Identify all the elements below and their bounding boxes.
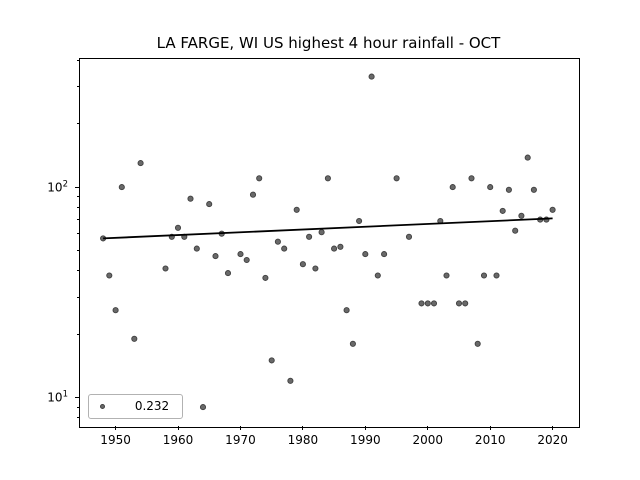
data-point	[106, 272, 113, 279]
data-point	[312, 265, 319, 272]
x-tick-label: 1960	[162, 433, 194, 447]
chart-title: LA FARGE, WI US highest 4 hour rainfall …	[156, 34, 501, 52]
trend-line	[103, 217, 553, 240]
y-minor-tick-mark	[77, 333, 79, 335]
x-tick-label: 1990	[350, 433, 381, 447]
legend: 0.232	[88, 394, 183, 419]
data-point	[112, 307, 119, 314]
data-point	[443, 272, 450, 279]
x-tick-label: 1980	[287, 433, 319, 447]
data-point	[455, 300, 463, 307]
scatter-plot	[100, 73, 556, 411]
y-minor-tick-mark	[77, 86, 79, 88]
data-point	[530, 186, 537, 193]
data-point	[487, 184, 494, 191]
x-tick-label: 2010	[474, 433, 506, 447]
data-point	[468, 175, 475, 182]
y-minor-tick-mark	[77, 206, 79, 208]
data-point	[287, 377, 294, 384]
data-point	[405, 233, 413, 240]
data-point	[393, 175, 400, 182]
y-minor-tick-mark	[77, 219, 79, 221]
data-point	[281, 245, 288, 252]
data-point	[162, 265, 169, 272]
legend-label: 0.232	[134, 399, 170, 413]
data-point	[374, 272, 381, 279]
data-point	[462, 300, 469, 307]
data-point	[362, 251, 369, 258]
data-point	[262, 274, 269, 281]
data-point	[293, 206, 300, 213]
data-point	[174, 224, 182, 231]
data-point	[524, 154, 531, 161]
y-minor-tick-mark	[77, 249, 79, 251]
data-point	[499, 207, 506, 214]
data-point	[206, 201, 213, 208]
x-tick-mark	[177, 426, 179, 430]
data-point	[356, 217, 363, 225]
x-tick-mark	[115, 426, 117, 430]
data-point	[518, 212, 525, 219]
x-tick-mark	[489, 426, 491, 430]
data-point	[243, 256, 250, 264]
data-point	[349, 340, 356, 347]
data-point	[299, 261, 306, 268]
data-point	[224, 270, 232, 277]
x-tick-mark	[239, 426, 241, 430]
data-point	[430, 300, 438, 307]
data-point	[249, 191, 257, 198]
data-point	[118, 184, 125, 191]
y-minor-tick-mark	[77, 417, 79, 419]
data-point	[337, 243, 344, 250]
x-tick-label: 1950	[100, 433, 131, 447]
data-point	[512, 227, 519, 234]
plot-area	[79, 58, 580, 428]
data-point	[418, 300, 425, 307]
data-point	[137, 160, 144, 167]
data-point	[493, 272, 500, 279]
y-minor-tick-mark	[77, 59, 79, 61]
data-point	[480, 272, 488, 279]
x-tick-label: 2000	[412, 433, 444, 447]
y-minor-tick-mark	[77, 196, 79, 198]
y-minor-tick-mark	[77, 406, 79, 408]
data-point	[212, 253, 219, 260]
y-tick-mark	[75, 186, 79, 188]
data-point	[505, 186, 512, 193]
x-tick-mark	[302, 426, 304, 430]
data-point	[199, 404, 207, 411]
x-tick-mark	[427, 426, 429, 430]
data-point	[274, 238, 281, 245]
data-point	[193, 245, 200, 252]
x-tick-mark	[552, 426, 554, 430]
legend-marker-icon	[100, 404, 105, 409]
data-point	[424, 300, 431, 307]
data-point	[256, 175, 263, 182]
data-point	[324, 175, 331, 182]
y-minor-tick-mark	[77, 123, 79, 125]
data-point	[318, 229, 325, 236]
data-point	[449, 184, 456, 191]
y-minor-tick-mark	[77, 233, 79, 235]
y-minor-tick-mark	[77, 270, 79, 272]
data-point	[368, 73, 375, 80]
data-point	[549, 206, 556, 213]
y-tick-label: 102	[47, 179, 68, 195]
data-point	[343, 307, 350, 314]
data-point	[381, 251, 388, 258]
data-point	[187, 195, 194, 202]
data-point	[474, 340, 481, 347]
x-tick-label: 1970	[225, 433, 256, 447]
y-tick-mark	[75, 396, 79, 398]
y-minor-tick-mark	[77, 296, 79, 298]
data-point	[331, 245, 338, 252]
x-tick-mark	[364, 426, 366, 430]
data-point	[131, 335, 138, 342]
x-tick-label: 2020	[537, 433, 568, 447]
data-point	[306, 233, 313, 240]
data-point	[268, 357, 275, 364]
data-point	[237, 251, 244, 258]
y-tick-label: 101	[47, 389, 68, 405]
